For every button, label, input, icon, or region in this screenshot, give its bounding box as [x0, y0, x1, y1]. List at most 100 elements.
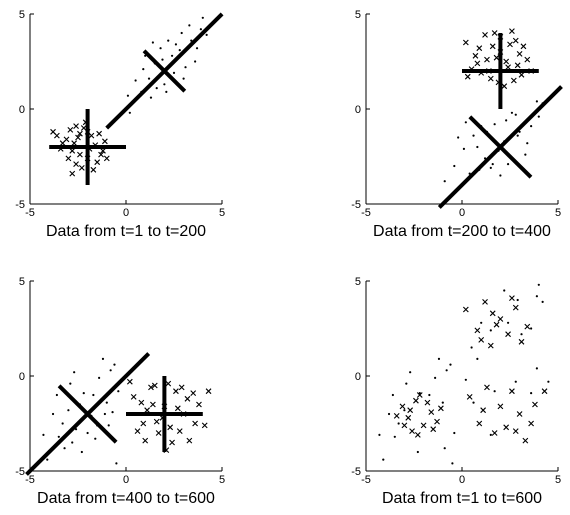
dot-marker-point [111, 411, 114, 414]
x-marker-point [509, 388, 515, 395]
x-marker-point [484, 56, 490, 63]
dot-marker-point [520, 333, 523, 336]
x-marker-point [505, 331, 511, 338]
dot-marker-point [101, 357, 105, 360]
x-marker-point [196, 401, 202, 408]
dot-marker-point [537, 115, 540, 118]
dot-marker-point [391, 393, 394, 397]
x-marker-point [476, 45, 483, 52]
dot-marker-point [505, 119, 508, 122]
y-tick-label: -5 [15, 199, 25, 211]
x-marker-point [464, 73, 471, 80]
x-marker-point [176, 428, 183, 434]
x-marker-point [507, 41, 513, 48]
x-marker-point [174, 405, 181, 412]
y-tick-label: 5 [19, 9, 25, 21]
dot-marker-point [151, 41, 154, 44]
x-marker-point [524, 323, 531, 330]
x-marker-point [501, 83, 508, 90]
x-marker-point [474, 60, 481, 67]
dot-marker-point [530, 392, 533, 395]
dot-marker-point [57, 435, 60, 438]
x-marker-point [148, 384, 154, 391]
dot-marker-point [161, 58, 164, 61]
dot-marker-point [172, 71, 176, 74]
x-marker-point [472, 52, 479, 59]
x-tick-label: -5 [361, 207, 371, 219]
x-tick-label: 5 [219, 207, 225, 219]
x-marker-point [497, 316, 504, 322]
dot-marker-point [205, 33, 208, 37]
dot-marker-point [491, 163, 494, 166]
y-tick-label: -5 [351, 199, 361, 211]
dot-marker-point [382, 458, 385, 461]
x-tick-label: 0 [459, 207, 465, 219]
dot-marker-point [535, 367, 538, 370]
x-marker-point [480, 407, 487, 414]
x-marker-point [186, 437, 193, 444]
dot-marker-point [393, 435, 396, 438]
dot-marker-point [493, 123, 496, 126]
x-marker-point [512, 428, 519, 434]
dot-marker-point [103, 412, 106, 416]
x-marker-point [126, 378, 133, 385]
x-marker-point [491, 430, 498, 436]
dot-marker-point [201, 16, 204, 19]
x-marker-point [510, 77, 517, 84]
panel-t200-t400: -5 0 5 -5 0 5 Data from t=200 to t=400 [351, 9, 563, 240]
x-marker-point [144, 407, 151, 414]
x-marker-point [130, 394, 137, 400]
x-marker-point [69, 170, 76, 177]
x-marker-point [482, 32, 488, 38]
dot-marker-point [489, 166, 492, 169]
x-marker-point [167, 424, 174, 431]
dot-marker-point [441, 401, 444, 404]
dot-marker-point [416, 450, 419, 454]
x-marker-point [407, 407, 414, 414]
dot-marker-point [524, 153, 527, 156]
x-marker-point [100, 147, 106, 154]
x-marker-point [430, 426, 437, 433]
dot-marker-point [434, 376, 437, 379]
x-tick-label: -5 [25, 207, 35, 219]
x-marker-point [489, 310, 496, 317]
x-marker-point [69, 147, 76, 154]
x-marker-point [59, 140, 66, 147]
x-marker-point [487, 75, 494, 82]
dot-marker-point [472, 134, 475, 137]
dot-marker-point [476, 357, 479, 360]
x-marker-point [142, 437, 149, 444]
dot-marker-point [67, 409, 70, 412]
x-marker-point [462, 39, 469, 46]
x-marker-point [77, 130, 83, 137]
y-tick-label: 0 [355, 371, 361, 383]
x-marker-point [205, 388, 212, 395]
dot-marker-point [180, 31, 183, 35]
x-marker-point [414, 432, 421, 438]
dot-marker-point [195, 47, 199, 50]
x-marker-point [178, 384, 185, 391]
x-marker-point [94, 159, 101, 166]
dot-marker-point [541, 300, 544, 303]
x-marker-point [90, 166, 97, 173]
y-tick-label: 5 [19, 276, 25, 288]
x-marker-point [201, 422, 208, 429]
x-marker-point [173, 388, 179, 395]
dot-marker-point [46, 458, 49, 461]
dot-marker-point [387, 412, 391, 416]
dot-marker-point [476, 145, 479, 149]
dot-marker-point [92, 393, 95, 397]
dot-marker-point [453, 431, 456, 435]
dot-marker-point [63, 447, 66, 450]
dot-marker-point [418, 392, 421, 395]
dot-marker-point [109, 369, 112, 372]
dot-marker-point [165, 90, 168, 93]
x-marker-point [165, 380, 172, 387]
dot-marker-point [61, 422, 64, 425]
dot-marker-point [42, 433, 45, 436]
dot-marker-point [199, 28, 202, 31]
dot-marker-point [480, 321, 483, 324]
x-tick-label: 5 [555, 474, 561, 486]
dot-marker-point [493, 390, 496, 393]
dot-marker-point [506, 321, 510, 324]
